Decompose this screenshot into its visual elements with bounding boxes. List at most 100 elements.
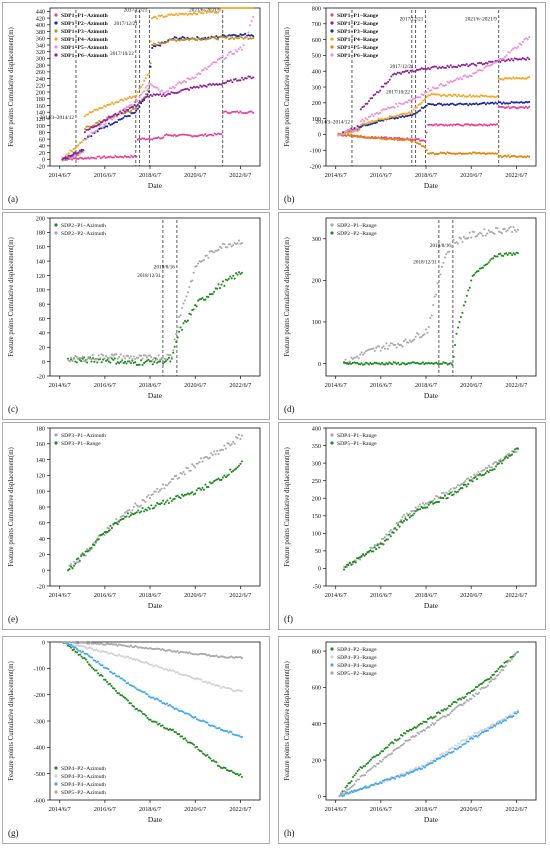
- data-point: [375, 121, 378, 124]
- data-point: [491, 152, 494, 155]
- data-point: [196, 85, 199, 88]
- data-point: [211, 292, 214, 296]
- data-point: [248, 6, 252, 10]
- data-point: [146, 716, 149, 719]
- data-point: [398, 71, 401, 74]
- legend-item: SDP5−P2−Range: [337, 671, 377, 677]
- data-point: [240, 460, 243, 463]
- data-point: [151, 84, 154, 87]
- data-point: [421, 361, 425, 364]
- x-tick-label: 2016/6/7: [94, 382, 116, 389]
- data-point: [477, 470, 480, 474]
- legend-item: SDP2−P1−Range: [337, 223, 377, 229]
- data-point: [178, 316, 181, 319]
- data-point: [499, 460, 502, 463]
- data-point: [125, 115, 128, 118]
- data-point: [489, 469, 492, 472]
- data-point: [75, 145, 78, 148]
- data-point: [387, 117, 390, 120]
- data-point: [150, 696, 154, 699]
- data-point: [361, 136, 364, 139]
- data-point: [447, 713, 451, 717]
- data-point: [456, 242, 460, 245]
- data-point: [498, 671, 501, 674]
- data-point: [472, 72, 475, 75]
- data-point: [502, 155, 505, 158]
- data-point: [366, 122, 369, 125]
- data-point: [452, 238, 455, 241]
- data-point: [459, 740, 463, 743]
- data-point: [227, 277, 230, 280]
- data-point: [443, 494, 446, 497]
- data-point: [237, 79, 240, 82]
- data-point: [478, 95, 481, 98]
- data-point: [151, 493, 154, 496]
- data-point: [504, 55, 507, 58]
- data-point: [115, 101, 118, 104]
- data-point: [114, 154, 117, 157]
- data-point: [131, 359, 134, 362]
- data-point: [208, 133, 211, 136]
- data-point: [510, 106, 513, 109]
- data-point: [122, 362, 125, 365]
- data-point: [475, 124, 478, 127]
- data-point: [132, 657, 136, 660]
- data-point: [78, 644, 82, 647]
- data-point: [207, 756, 211, 759]
- data-point: [462, 739, 466, 742]
- data-point: [93, 669, 97, 672]
- legend-item: SDP2−P2−Azimuth: [61, 231, 106, 237]
- data-point: [389, 753, 392, 756]
- event-label: 2021/6~2021/9: [465, 17, 497, 23]
- data-point: [189, 134, 192, 137]
- data-point: [448, 152, 451, 155]
- data-point: [515, 47, 518, 50]
- y-tick-label: 200: [36, 215, 45, 222]
- data-point: [184, 38, 187, 41]
- data-point: [439, 123, 443, 126]
- data-point: [401, 115, 404, 118]
- data-point: [465, 737, 469, 740]
- data-point: [368, 769, 371, 772]
- data-point: [199, 260, 203, 263]
- data-point: [481, 102, 484, 105]
- data-point: [424, 328, 427, 331]
- data-point: [72, 641, 76, 644]
- data-point: [422, 67, 425, 71]
- data-point: [232, 33, 236, 36]
- data-point: [420, 93, 423, 96]
- data-point: [96, 130, 99, 133]
- data-point: [422, 94, 425, 97]
- y-tick-label: 0: [318, 132, 321, 139]
- data-point: [413, 512, 416, 515]
- data-point: [414, 506, 417, 509]
- data-point: [216, 684, 219, 687]
- data-point: [372, 783, 376, 786]
- data-point: [117, 156, 120, 159]
- data-point: [88, 134, 91, 137]
- data-point: [508, 156, 512, 159]
- data-point: [452, 65, 455, 68]
- data-point: [361, 122, 364, 125]
- data-point: [505, 102, 508, 105]
- data-point: [111, 643, 115, 646]
- data-point: [426, 506, 429, 509]
- data-point: [481, 63, 484, 66]
- data-point: [467, 691, 470, 694]
- data-point: [119, 155, 122, 158]
- data-point: [448, 124, 451, 127]
- data-point: [414, 112, 417, 115]
- data-point: [438, 152, 441, 155]
- data-point: [433, 104, 436, 107]
- data-point: [176, 82, 179, 85]
- data-point: [483, 729, 487, 733]
- data-point: [438, 757, 442, 760]
- data-point: [387, 106, 390, 109]
- data-point: [122, 99, 125, 102]
- legend-marker: [54, 13, 58, 17]
- panel-d: 0 100 200 300 2014/6/7 2016/6/7 2018/6/7 2020/6…: [278, 212, 546, 420]
- data-point: [196, 135, 199, 138]
- data-point: [468, 124, 471, 127]
- data-point: [518, 106, 521, 109]
- data-point: [70, 150, 74, 153]
